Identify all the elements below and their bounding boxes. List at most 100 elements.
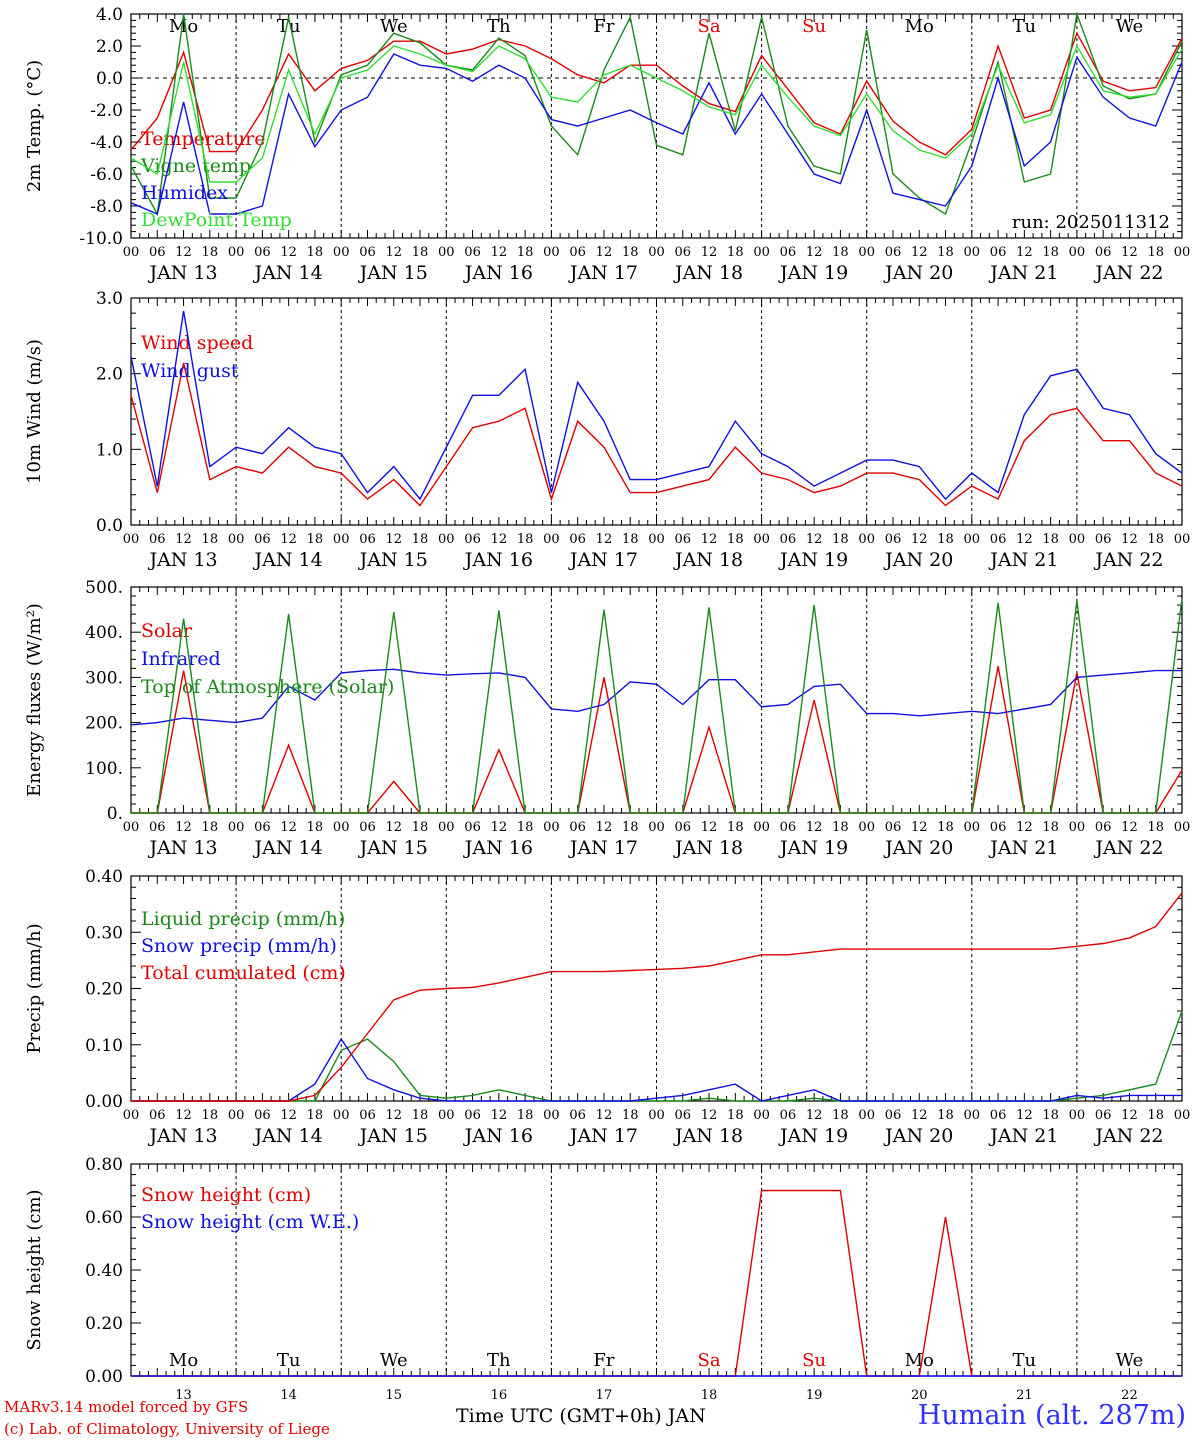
- hour-tick-label: 00: [964, 1108, 981, 1123]
- weekday-label: Mo: [169, 1350, 198, 1371]
- hour-tick-label: 18: [412, 1108, 429, 1123]
- day-label: JAN 16: [463, 549, 533, 571]
- hour-tick-label: 00: [858, 820, 875, 835]
- hour-tick-label: 18: [727, 532, 744, 547]
- series-line-humidex: [130, 53, 1183, 215]
- hour-tick-label: 06: [1095, 1108, 1112, 1123]
- hour-tick-label: 12: [385, 820, 402, 835]
- weekday-label: We: [380, 1350, 408, 1371]
- weekday-label: Th: [487, 1350, 511, 1371]
- weekday-label: Sa: [698, 16, 721, 37]
- y-tick-label: -10.0: [79, 229, 123, 249]
- hour-tick-label: 06: [464, 532, 481, 547]
- hour-tick-label: 00: [858, 532, 875, 547]
- hour-tick-label: 18: [517, 820, 534, 835]
- hour-tick-label: 12: [491, 820, 508, 835]
- y-tick-label: 300.: [85, 668, 123, 688]
- day-label: JAN 20: [883, 1125, 953, 1147]
- y-tick-label: 1.0: [96, 440, 123, 460]
- series-line-wind-speed: [130, 362, 1183, 507]
- hour-tick-label: 06: [990, 820, 1007, 835]
- panel-1: -10.0 -8.0 -6.0 -4.0 -2.0 0.0 2.0 4.0 2m Temp. (…: [24, 5, 1190, 284]
- day-number-label: 13: [175, 1388, 192, 1403]
- weekday-label: Mo: [905, 16, 934, 37]
- legend-wind-gust: Wind gust: [141, 360, 239, 382]
- hour-tick-label: 06: [464, 820, 481, 835]
- hour-tick-label: 00: [333, 532, 350, 547]
- day-label: JAN 18: [673, 549, 743, 571]
- day-label: JAN 13: [147, 262, 217, 284]
- y-tick-label: -8.0: [90, 197, 123, 217]
- y-tick-label: -6.0: [90, 165, 123, 185]
- hour-tick-label: 06: [569, 1108, 586, 1123]
- hour-tick-label: 00: [123, 1108, 140, 1123]
- series-line-infrared: [130, 668, 1182, 726]
- hour-tick-label: 18: [727, 820, 744, 835]
- hour-tick-label: 12: [1016, 532, 1033, 547]
- legend-snow-precip-mm-h: Snow precip (mm/h): [141, 935, 337, 957]
- hour-tick-label: 12: [1121, 245, 1138, 260]
- hour-tick-label: 12: [385, 245, 402, 260]
- hour-tick-label: 00: [648, 532, 665, 547]
- hour-tick-label: 18: [937, 820, 954, 835]
- y-tick-label: 0.80: [85, 1155, 123, 1175]
- day-label: JAN 14: [253, 837, 323, 859]
- day-label: JAN 19: [778, 1125, 848, 1147]
- hour-tick-label: 12: [596, 1108, 613, 1123]
- hour-tick-label: 18: [1042, 820, 1059, 835]
- series-line-snow-precip-mm-h: [131, 1037, 1182, 1102]
- hour-tick-label: 06: [569, 820, 586, 835]
- hour-tick-label: 12: [385, 1108, 402, 1123]
- hour-tick-label: 18: [412, 820, 429, 835]
- legend-infrared: Infrared: [141, 648, 221, 670]
- hour-tick-label: 18: [307, 532, 324, 547]
- panel-5: 0.00 0.20 0.40 0.60 0.80 Snow height (cm) 13 14…: [24, 1155, 1183, 1403]
- hour-tick-label: 00: [753, 245, 770, 260]
- weekday-label: Sa: [698, 1350, 721, 1371]
- weekday-label: We: [380, 16, 408, 37]
- day-label: JAN 20: [883, 262, 953, 284]
- series-line-wind-gust: [130, 310, 1183, 501]
- hour-tick-label: 18: [202, 245, 219, 260]
- hour-tick-label: 06: [359, 1108, 376, 1123]
- hour-tick-label: 06: [780, 532, 797, 547]
- hour-tick-label: 00: [543, 820, 560, 835]
- hour-tick-label: 12: [280, 532, 297, 547]
- hour-tick-label: 12: [175, 532, 192, 547]
- weekday-label: Su: [802, 1350, 826, 1371]
- day-label: JAN 15: [358, 549, 428, 571]
- hour-tick-label: 12: [491, 532, 508, 547]
- hour-tick-label: 06: [675, 820, 692, 835]
- weekday-label: Mo: [905, 1350, 934, 1371]
- hour-tick-label: 18: [202, 820, 219, 835]
- y-tick-label: 200.: [85, 714, 123, 734]
- hour-tick-label: 00: [1069, 245, 1086, 260]
- hour-tick-label: 18: [832, 1108, 849, 1123]
- y-tick-label: 2.0: [96, 365, 123, 385]
- day-label: JAN 13: [147, 1125, 217, 1147]
- hour-tick-label: 18: [937, 1108, 954, 1123]
- hour-tick-label: 06: [149, 532, 166, 547]
- y-axis-label: Energy fluxes (W/m²): [24, 603, 45, 797]
- hour-tick-label: 00: [543, 1108, 560, 1123]
- hour-tick-label: 18: [412, 532, 429, 547]
- day-label: JAN 14: [253, 262, 323, 284]
- hour-tick-label: 18: [1147, 532, 1164, 547]
- day-label: JAN 18: [673, 837, 743, 859]
- hour-tick-label: 18: [622, 820, 639, 835]
- weekday-label: Tu: [277, 16, 301, 37]
- hour-tick-label: 00: [228, 245, 245, 260]
- hour-tick-label: 12: [701, 1108, 718, 1123]
- weekday-label: Tu: [1013, 16, 1037, 37]
- legend-snow-height-cm-w-e: Snow height (cm W.E.): [141, 1211, 359, 1233]
- day-label: JAN 16: [463, 1125, 533, 1147]
- y-axis-label: 2m Temp. (°C): [24, 60, 45, 192]
- y-tick-label: 0.10: [85, 1036, 123, 1056]
- hour-tick-label: 18: [1042, 532, 1059, 547]
- y-tick-label: 400.: [85, 623, 123, 643]
- hour-tick-label: 00: [123, 820, 140, 835]
- plot-frame: [130, 13, 1183, 239]
- hour-tick-label: 12: [701, 245, 718, 260]
- y-tick-label: 3.0: [96, 289, 123, 309]
- hour-tick-label: 06: [780, 820, 797, 835]
